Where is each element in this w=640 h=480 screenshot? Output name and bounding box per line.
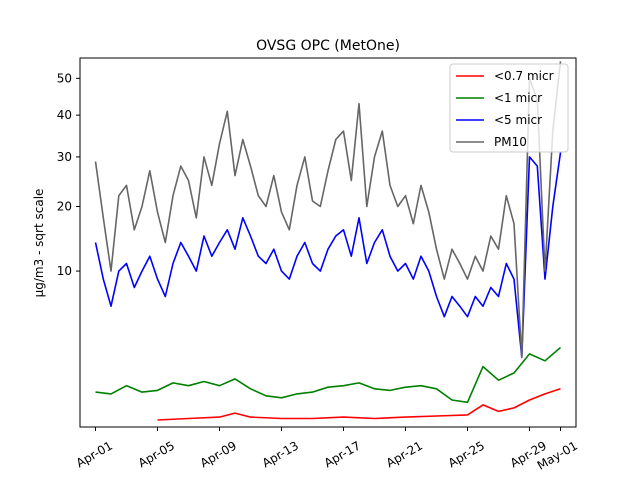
- y-axis-label: µg/m3 - sqrt scale: [32, 189, 46, 298]
- series-line-3: [94, 61, 562, 359]
- y-tick-label: 20: [57, 199, 72, 213]
- plot-lines: [94, 61, 562, 421]
- series-line-2: [94, 152, 562, 359]
- y-axis-ticks: 10 20 30 40 50: [57, 71, 80, 278]
- legend-box: [449, 63, 569, 153]
- series-line-1: [95, 346, 562, 404]
- y-tick-label: 30: [57, 150, 72, 164]
- legend-entry: <5 micr: [494, 113, 542, 127]
- plot-frame: [79, 57, 577, 428]
- chart-title: OVSG OPC (MetOne): [256, 38, 400, 54]
- legend-entry: PM10: [494, 135, 527, 149]
- legend-entry: <1 micr: [494, 91, 542, 105]
- y-tick-label: 10: [57, 264, 72, 278]
- y-tick-label: 40: [57, 108, 72, 122]
- legend: <0.7 micr <1 micr <5 micr PM10: [449, 63, 569, 153]
- legend-entry: <0.7 micr: [494, 69, 554, 83]
- y-tick-label: 50: [57, 71, 72, 85]
- series-line-0: [157, 388, 561, 421]
